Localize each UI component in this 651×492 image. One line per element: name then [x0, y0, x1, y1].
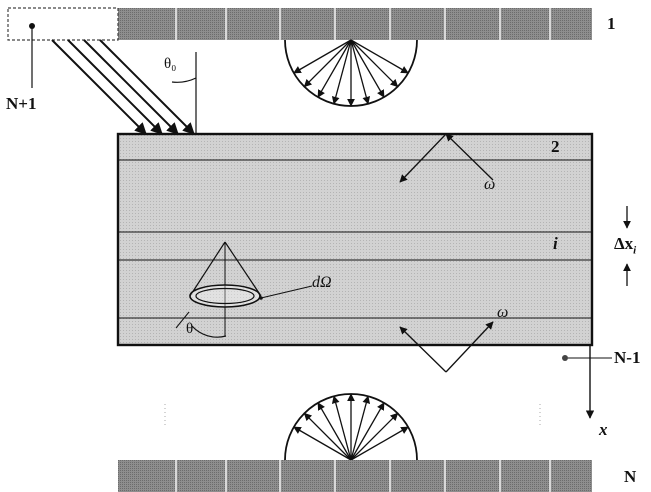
- label-omega-bottom: ω: [497, 304, 509, 321]
- label-surface-bottom: N: [624, 467, 637, 486]
- hemisphere-emission-bottom: [284, 393, 418, 461]
- delta-x-subscript: i: [633, 244, 637, 257]
- label-layer-i: i: [553, 234, 558, 253]
- reflection-arrows-top: [399, 133, 494, 183]
- label-source: N+1: [6, 94, 37, 113]
- label-delta-x: Δxi: [614, 234, 636, 256]
- label-incidence-angle: θ₀: [164, 56, 177, 72]
- hemisphere-emission-top: [284, 39, 418, 107]
- label-omega-top: ω: [484, 176, 496, 193]
- label-surface-top: 1: [607, 14, 616, 33]
- cone-solid-angle-icon: [175, 241, 313, 338]
- delta-x-text: Δx: [614, 234, 634, 253]
- incident-beam: [51, 39, 197, 135]
- source-box: [7, 7, 119, 88]
- label-layer-n-minus-1: N-1: [614, 348, 641, 367]
- label-theta: θ: [186, 321, 194, 337]
- bottom-surface: [118, 460, 592, 492]
- top-surface: [118, 8, 592, 40]
- label-layer-2: 2: [551, 137, 560, 156]
- medium-slab: [116, 132, 594, 347]
- label-solid-angle: dΩ: [312, 274, 332, 291]
- node-n-minus-1-pointer: [562, 355, 612, 361]
- reflection-arrows-bottom: [399, 321, 494, 373]
- label-x-axis: x: [599, 420, 608, 439]
